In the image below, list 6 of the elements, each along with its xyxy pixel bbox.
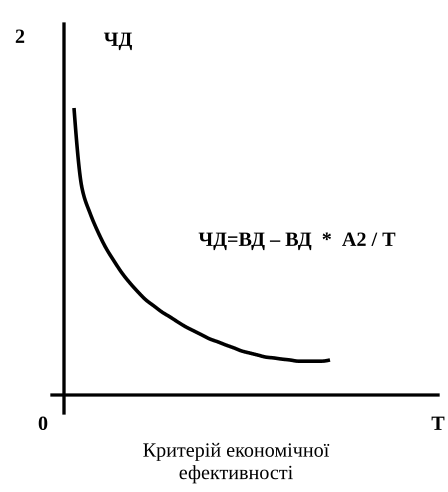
annotation: ЧД=ВД – ВД * А2 / Т (198, 232, 396, 250)
x-axis-title: T (432, 416, 444, 430)
text: 0 (38, 416, 48, 430)
y-axis-title: ЧД (104, 32, 132, 50)
text: Критерій економічної ефективності (143, 442, 330, 484)
text: 2 (16, 30, 24, 43)
